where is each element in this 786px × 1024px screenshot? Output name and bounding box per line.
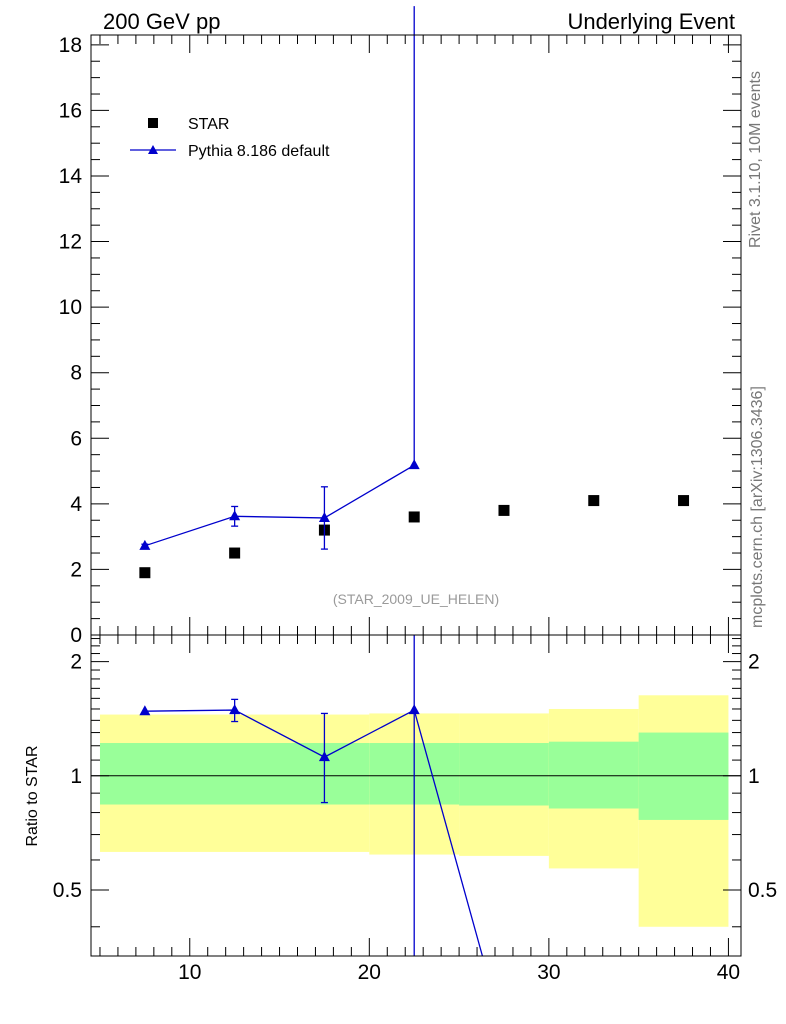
legend-star-marker [148,118,158,128]
pythia-point [229,510,241,521]
rivet-label: Rivet 3.1.10, 10M events [747,71,764,248]
left-title: 200 GeV pp [103,9,220,34]
y-tick-label: 12 [59,231,82,254]
pythia-point [318,511,330,522]
y-tick-label: 0 [70,624,82,647]
right-title: Underlying Event [567,9,735,34]
y-tick-label: 18 [59,34,82,57]
ratio-y-axis-label: Ratio to STAR [24,745,41,846]
ratio-panel: 0.5 0.5 1 1 2 2 10 20 30 40 Ratio to STAR [24,634,777,984]
pythia-point [408,459,420,470]
ratio-series-group [91,635,741,956]
pythia-line [144,464,415,547]
ratio-y-tick-label-left: 2 [70,651,82,674]
x-tick-label: 30 [537,961,560,984]
ratio-pythia-point [229,704,241,715]
x-tick-label: 40 [717,961,740,984]
main-series-group [139,6,690,579]
y-tick-label: 6 [70,427,82,450]
ratio-pythia-point [408,704,420,715]
y-tick-label: 10 [59,296,82,319]
y-tick-label: 2 [70,558,82,581]
mcplots-label: mcplots.cern.ch [arXiv:1306.3436] [749,386,766,628]
x-tick-label: 10 [178,961,201,984]
main-y-tick-labels: 0 2 4 6 8 10 12 14 16 18 [59,34,83,647]
ratio-plot-content [91,635,741,956]
y-tick-label: 4 [70,493,82,516]
ratio-y-tick-label-left: 1 [70,765,82,788]
ratio-ticks [91,635,741,956]
uncertainty-band-inner [548,741,639,809]
main-ticks [91,35,741,636]
legend: STAR Pythia 8.186 default [130,116,330,160]
legend-mc-marker [148,145,158,154]
ratio-pythia-point [139,705,151,716]
pythia-point [139,539,151,550]
uncertainty-band-inner [459,743,549,806]
ratio-frame [90,634,742,957]
y-tick-label: 14 [59,165,83,188]
ratio-y-tick-label-right: 2 [748,651,760,674]
ratio-y-tick-label-left: 0.5 [53,879,82,902]
star-point [678,495,690,507]
ratio-y-tick-label-right: 1 [748,765,760,788]
star-point [229,547,241,559]
analysis-label: (STAR_2009_UE_HELEN) [333,591,499,607]
ratio-y-tick-labels: 0.5 0.5 1 1 2 2 [53,651,777,902]
star-point [139,567,151,579]
star-point [498,504,510,516]
y-tick-label: 16 [59,99,82,122]
uncertainty-band-inner [99,743,370,805]
ratio-y-tick-label-right: 0.5 [748,879,777,902]
star-point [408,511,420,523]
legend-mc-label: Pythia 8.186 default [188,143,330,160]
x-tick-label: 20 [358,961,381,984]
main-plot-content [139,6,690,579]
ratio-pythia-point [318,751,330,762]
legend-star-label: STAR [188,116,229,133]
y-tick-label: 8 [70,362,82,385]
main-panel: 0 2 4 6 8 10 12 14 16 18 (STAR_2009_UE_HELEN) STA… [59,6,742,647]
x-tick-labels: 10 20 30 40 [178,961,740,984]
star-point [588,495,600,507]
